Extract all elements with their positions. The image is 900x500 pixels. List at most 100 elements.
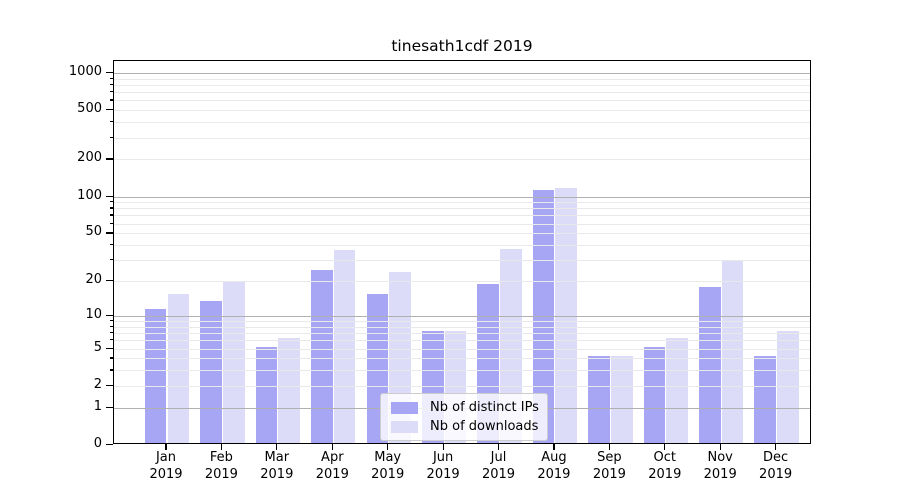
y-minor-tick-700	[109, 91, 113, 93]
x-label-year: 2019	[592, 466, 626, 482]
bar-downloads-feb	[222, 281, 245, 443]
bar-distinct-ips-sep	[588, 356, 610, 443]
y-minor-tick-800	[109, 83, 113, 86]
x-tick-dec	[775, 444, 777, 450]
x-label-month: Sep	[597, 450, 622, 465]
plot-area: Nb of distinct IPs Nb of downloads	[113, 60, 811, 444]
legend-swatch-distinct-ips	[391, 401, 418, 414]
y-tick-label-20: 20	[85, 272, 102, 287]
bars-layer	[114, 61, 810, 443]
y-minor-tick-200	[109, 158, 113, 160]
x-tick-sep	[608, 444, 611, 450]
y-tick-10	[106, 314, 113, 317]
bar-distinct-ips-jan	[144, 309, 167, 443]
y-minor-tick-40	[109, 244, 113, 246]
x-label-month: May	[374, 450, 402, 465]
y-minor-tick-20	[109, 280, 113, 282]
bar-downloads-oct	[666, 338, 688, 443]
x-label-year: 2019	[537, 466, 571, 482]
x-tick-label-apr: Apr 2019	[300, 450, 364, 483]
x-tick-apr	[331, 444, 333, 450]
x-tick-label-nov: Nov 2019	[688, 450, 752, 483]
x-tick-jul	[497, 444, 500, 450]
x-tick-label-feb: Feb 2019	[189, 450, 253, 483]
x-tick-nov	[719, 444, 721, 450]
x-label-year: 2019	[703, 466, 737, 482]
legend-item-downloads: Nb of downloads	[387, 417, 541, 436]
legend-item-distinct-ips: Nb of distinct IPs	[387, 398, 541, 417]
y-minor-tick-900	[109, 77, 113, 79]
x-tick-label-mar: Mar 2019	[245, 450, 309, 483]
y-tick-label-1000: 1000	[68, 63, 102, 79]
x-tick-label-jan: Jan 2019	[134, 450, 198, 483]
y-minor-tick-70	[109, 214, 113, 216]
y-minor-tick-60	[109, 222, 113, 224]
y-minor-tick-5	[109, 347, 113, 349]
y-minor-tick-4	[109, 357, 113, 359]
y-tick-label-5: 5	[93, 339, 102, 355]
legend-label-distinct-ips: Nb of distinct IPs	[430, 400, 539, 415]
y-tick-label-200: 200	[77, 150, 102, 166]
x-tick-label-sep: Sep 2019	[577, 450, 641, 483]
x-tick-mar	[276, 444, 278, 450]
bar-distinct-ips-oct	[643, 346, 666, 443]
chart-title: tinesath1cdf 2019	[391, 37, 533, 55]
x-tick-label-oct: Oct 2019	[633, 450, 697, 483]
x-label-year: 2019	[315, 466, 349, 482]
bar-downloads-jan	[167, 293, 190, 443]
x-label-month: Mar	[264, 450, 290, 465]
bar-downloads-aug	[555, 188, 578, 443]
x-label-month: Aug	[541, 450, 567, 465]
bar-downloads-apr	[333, 250, 356, 443]
y-tick-label-2: 2	[93, 376, 102, 392]
x-label-year: 2019	[759, 466, 793, 482]
y-minor-tick-30	[109, 259, 113, 261]
x-label-month: Oct	[653, 450, 677, 465]
x-tick-label-aug: Aug 2019	[522, 450, 586, 483]
legend: Nb of distinct IPs Nb of downloads	[380, 393, 548, 441]
x-tick-label-may: May 2019	[356, 450, 420, 483]
x-label-month: Nov	[707, 450, 733, 465]
bar-downloads-dec	[777, 331, 799, 443]
x-tick-feb	[220, 444, 223, 450]
x-tick-label-dec: Dec 2019	[744, 450, 808, 483]
y-tick-1000	[106, 71, 113, 74]
y-minor-tick-600	[109, 99, 113, 101]
y-minor-tick-9	[109, 320, 113, 322]
bar-distinct-ips-nov	[699, 287, 721, 443]
y-minor-tick-3	[109, 369, 113, 371]
y-minor-tick-2	[109, 384, 113, 387]
x-label-month: Dec	[763, 450, 789, 465]
x-label-year: 2019	[481, 466, 516, 482]
y-minor-tick-400	[109, 121, 113, 123]
legend-label-downloads: Nb of downloads	[430, 419, 539, 434]
y-tick-label-100: 100	[77, 187, 102, 203]
x-tick-oct	[664, 444, 666, 450]
y-tick-label-1: 1	[93, 398, 102, 414]
x-label-year: 2019	[204, 466, 238, 482]
x-label-month: Apr	[321, 450, 344, 465]
bar-downloads-mar	[278, 338, 300, 443]
y-minor-tick-500	[109, 109, 113, 111]
y-tick-label-10: 10	[85, 306, 102, 322]
x-label-year: 2019	[260, 466, 294, 482]
y-minor-tick-7	[109, 332, 113, 334]
y-minor-tick-50	[109, 232, 113, 234]
y-tick-label-50: 50	[85, 224, 102, 240]
x-label-month: Feb	[209, 450, 233, 465]
x-label-month: Jul	[490, 450, 507, 465]
x-label-month: Jun	[432, 450, 454, 465]
x-label-year: 2019	[149, 466, 183, 482]
bar-distinct-ips-mar	[255, 346, 278, 443]
bar-downloads-nov	[721, 259, 744, 443]
x-label-year: 2019	[371, 466, 405, 482]
y-tick-100	[106, 195, 113, 197]
bar-distinct-ips-feb	[200, 300, 222, 443]
x-tick-label-jun: Jun 2019	[411, 450, 475, 483]
y-minor-tick-80	[109, 207, 113, 209]
bar-distinct-ips-apr	[311, 269, 333, 443]
y-minor-tick-300	[109, 136, 113, 138]
y-tick-label-0: 0	[93, 436, 102, 451]
y-minor-tick-6	[109, 339, 113, 341]
